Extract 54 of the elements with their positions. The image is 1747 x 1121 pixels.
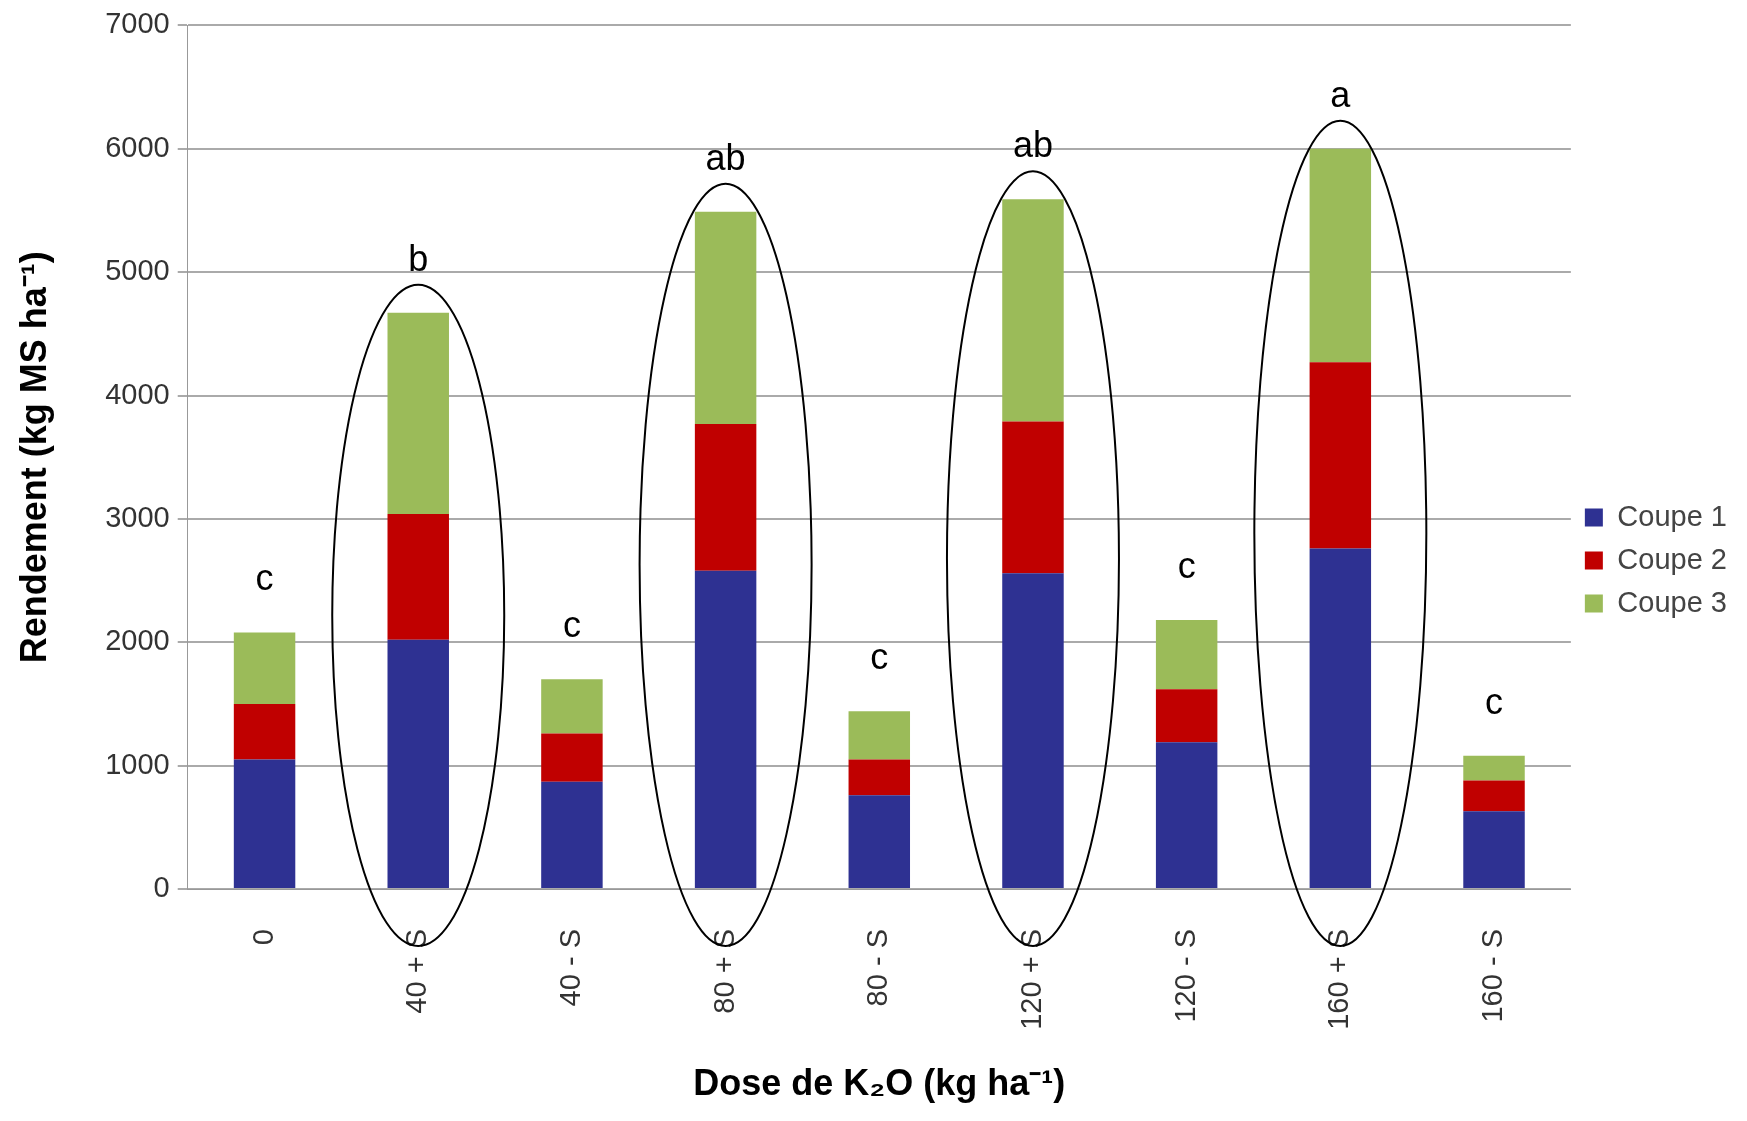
- y-tick-label: 3000: [105, 500, 170, 533]
- y-tick-label: 2000: [105, 624, 170, 657]
- bar: [233, 759, 296, 889]
- bar: [694, 570, 757, 889]
- annotation: a: [1330, 73, 1352, 115]
- bar: [694, 423, 757, 571]
- legend-label: Coupe 2: [1617, 542, 1728, 575]
- bar: [848, 711, 911, 760]
- bar: [541, 679, 603, 734]
- x-axis-title: Dose de K₂O (kg ha⁻¹): [693, 1062, 1066, 1104]
- legend-label: Coupe 3: [1617, 585, 1728, 618]
- annotation: b: [408, 237, 429, 279]
- bar: [848, 795, 911, 889]
- x-tick-label: 120 - S: [1168, 929, 1201, 1023]
- annotation: c: [1177, 544, 1196, 586]
- bar: [1309, 148, 1372, 363]
- bar: [1002, 573, 1064, 889]
- bar: [1463, 755, 1525, 781]
- annotation: c: [255, 557, 274, 599]
- y-tick-label: 7000: [105, 7, 170, 40]
- y-tick-label: 5000: [105, 254, 170, 287]
- x-tick-label: 0: [246, 929, 279, 946]
- x-tick-label: 80 - S: [861, 929, 894, 1007]
- y-tick-label: 6000: [105, 130, 170, 163]
- bar: [1309, 362, 1372, 549]
- bar: [1155, 620, 1218, 690]
- bar: [387, 312, 449, 514]
- bar: [1155, 689, 1218, 743]
- bar: [1155, 742, 1218, 889]
- bar: [1463, 811, 1525, 889]
- y-axis-title: Rendement (kg MS ha⁻¹): [12, 251, 54, 664]
- annotation: c: [870, 636, 889, 678]
- annotation: c: [1485, 680, 1504, 722]
- bar: [1463, 780, 1525, 812]
- bar: [387, 513, 449, 640]
- legend-label: Coupe 1: [1617, 499, 1728, 532]
- bar: [1309, 548, 1372, 889]
- x-tick-label: 160 - S: [1476, 929, 1509, 1023]
- bar: [233, 632, 296, 704]
- y-tick-label: 0: [153, 871, 170, 904]
- y-tick-label: 4000: [105, 377, 170, 410]
- bar: [541, 733, 603, 782]
- annotation: ab: [1012, 124, 1053, 166]
- x-tick-label: 40 - S: [553, 929, 586, 1007]
- bar: [1002, 421, 1064, 574]
- y-tick-label: 1000: [105, 747, 170, 780]
- bar: [694, 211, 757, 424]
- bar: [1002, 199, 1064, 422]
- annotation: c: [562, 604, 581, 646]
- annotation: ab: [705, 136, 746, 178]
- bar: [848, 759, 911, 796]
- bar: [541, 781, 603, 889]
- bar: [387, 639, 449, 889]
- bar: [233, 703, 296, 760]
